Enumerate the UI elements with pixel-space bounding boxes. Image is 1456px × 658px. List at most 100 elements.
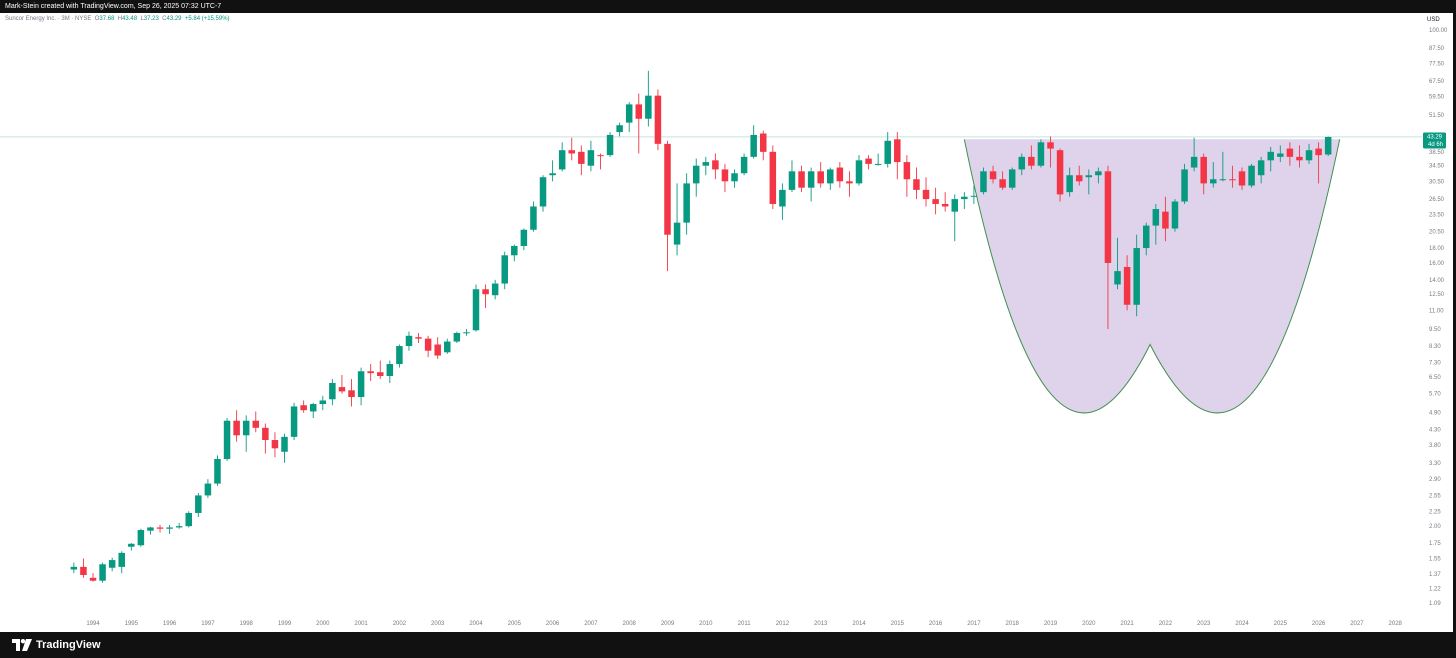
candle-up[interactable] bbox=[1152, 203, 1160, 245]
candle-up[interactable] bbox=[961, 192, 968, 210]
candle-down[interactable] bbox=[233, 410, 240, 442]
candle-up[interactable] bbox=[1248, 163, 1255, 188]
candle-down[interactable] bbox=[798, 165, 805, 193]
candle-up[interactable] bbox=[472, 284, 480, 332]
candle-down[interactable] bbox=[664, 140, 671, 272]
candle-down[interactable] bbox=[760, 130, 767, 161]
candle-up[interactable] bbox=[453, 331, 461, 344]
candle-down[interactable] bbox=[1200, 153, 1207, 195]
candle-up[interactable] bbox=[625, 102, 633, 133]
candle-up[interactable] bbox=[195, 492, 202, 518]
candle-up[interactable] bbox=[396, 344, 403, 368]
candle-up[interactable] bbox=[319, 395, 327, 411]
candle-down[interactable] bbox=[300, 400, 307, 413]
candle-down[interactable] bbox=[1075, 165, 1083, 186]
candle-up[interactable] bbox=[692, 158, 700, 197]
candle-down[interactable] bbox=[156, 524, 164, 533]
candle-up[interactable] bbox=[951, 194, 959, 242]
candle-down[interactable] bbox=[1296, 145, 1303, 168]
candle-down[interactable] bbox=[1315, 142, 1322, 184]
candle-up[interactable] bbox=[779, 183, 786, 220]
candle-up[interactable] bbox=[501, 251, 508, 290]
candle-up[interactable] bbox=[1018, 153, 1026, 176]
candle-up[interactable] bbox=[1267, 146, 1274, 172]
candle-up[interactable] bbox=[683, 173, 690, 235]
candle-down[interactable] bbox=[578, 145, 585, 176]
candle-up[interactable] bbox=[137, 528, 145, 547]
candle-up[interactable] bbox=[128, 543, 135, 551]
candle-up[interactable] bbox=[1277, 145, 1284, 163]
candle-down[interactable] bbox=[1056, 148, 1064, 202]
candle-up[interactable] bbox=[1037, 139, 1045, 168]
candle-down[interactable] bbox=[913, 167, 920, 200]
candle-up[interactable] bbox=[980, 167, 987, 195]
candle-up[interactable] bbox=[549, 160, 556, 182]
candle-down[interactable] bbox=[338, 375, 346, 394]
candle-up[interactable] bbox=[1190, 137, 1198, 172]
candle-up[interactable] bbox=[214, 455, 221, 486]
candle-up[interactable] bbox=[491, 279, 499, 300]
candle-down[interactable] bbox=[999, 171, 1006, 190]
candle-down[interactable] bbox=[1229, 165, 1236, 188]
candle-up[interactable] bbox=[606, 132, 614, 157]
candle-up[interactable] bbox=[1210, 162, 1217, 188]
candle-up[interactable] bbox=[530, 201, 537, 232]
candle-up[interactable] bbox=[147, 526, 154, 535]
candle-up[interactable] bbox=[673, 183, 681, 256]
candle-down[interactable] bbox=[846, 171, 853, 197]
candle-up[interactable] bbox=[1085, 169, 1093, 195]
candle-up[interactable] bbox=[740, 153, 748, 176]
candle-down[interactable] bbox=[654, 89, 662, 151]
candle-down[interactable] bbox=[1238, 167, 1246, 190]
candle-up[interactable] bbox=[558, 142, 566, 172]
candle-up[interactable] bbox=[1324, 136, 1332, 157]
candle-down[interactable] bbox=[252, 411, 260, 433]
candle-up[interactable] bbox=[204, 479, 212, 498]
candle-down[interactable] bbox=[769, 145, 777, 210]
candle-down[interactable] bbox=[568, 137, 576, 161]
candle-up[interactable] bbox=[329, 378, 336, 406]
candle-down[interactable] bbox=[434, 337, 441, 359]
candle-down[interactable] bbox=[1104, 165, 1112, 329]
candle-down[interactable] bbox=[1286, 142, 1294, 166]
candle-up[interactable] bbox=[1095, 167, 1102, 184]
candle-down[interactable] bbox=[922, 177, 930, 207]
candle-down[interactable] bbox=[271, 432, 279, 458]
candle-up[interactable] bbox=[1066, 167, 1073, 197]
candle-up[interactable] bbox=[108, 557, 116, 572]
candle-down[interactable] bbox=[1123, 255, 1131, 311]
candle-up[interactable] bbox=[1181, 163, 1188, 204]
candle-up[interactable] bbox=[1133, 234, 1140, 317]
candle-up[interactable] bbox=[1257, 156, 1265, 184]
candle-down[interactable] bbox=[903, 155, 911, 197]
candle-down[interactable] bbox=[89, 573, 97, 582]
candle-up[interactable] bbox=[807, 167, 815, 202]
candle-down[interactable] bbox=[80, 558, 87, 578]
candle-up[interactable] bbox=[1114, 237, 1121, 290]
candle-down[interactable] bbox=[1162, 196, 1169, 242]
candle-down[interactable] bbox=[424, 335, 432, 358]
candle-down[interactable] bbox=[1028, 145, 1035, 170]
candle-up[interactable] bbox=[175, 523, 183, 529]
candle-up[interactable] bbox=[616, 122, 623, 137]
candle-up[interactable] bbox=[386, 360, 394, 383]
candle-up[interactable] bbox=[511, 244, 518, 262]
candle-up[interactable] bbox=[1171, 199, 1179, 232]
candle-up[interactable] bbox=[463, 328, 470, 336]
candle-down[interactable] bbox=[415, 333, 422, 344]
candle-up[interactable] bbox=[357, 367, 365, 406]
candle-down[interactable] bbox=[712, 153, 719, 180]
time-axis[interactable]: 1994 1995 1996 1997 1998 1999 2000 2001 2002 2003… bbox=[86, 621, 1402, 627]
candle-down[interactable] bbox=[941, 192, 949, 212]
candle-down[interactable] bbox=[989, 165, 997, 184]
candle-up[interactable] bbox=[290, 402, 298, 441]
candle-up[interactable] bbox=[242, 415, 250, 452]
candle-up[interactable] bbox=[444, 338, 451, 354]
candle-down[interactable] bbox=[597, 153, 604, 170]
candle-up[interactable] bbox=[281, 433, 288, 463]
candle-up[interactable] bbox=[731, 169, 738, 188]
candle-up[interactable] bbox=[405, 331, 413, 351]
candle-up[interactable] bbox=[827, 167, 834, 190]
candle-up[interactable] bbox=[223, 418, 231, 461]
candle-up[interactable] bbox=[99, 562, 106, 583]
